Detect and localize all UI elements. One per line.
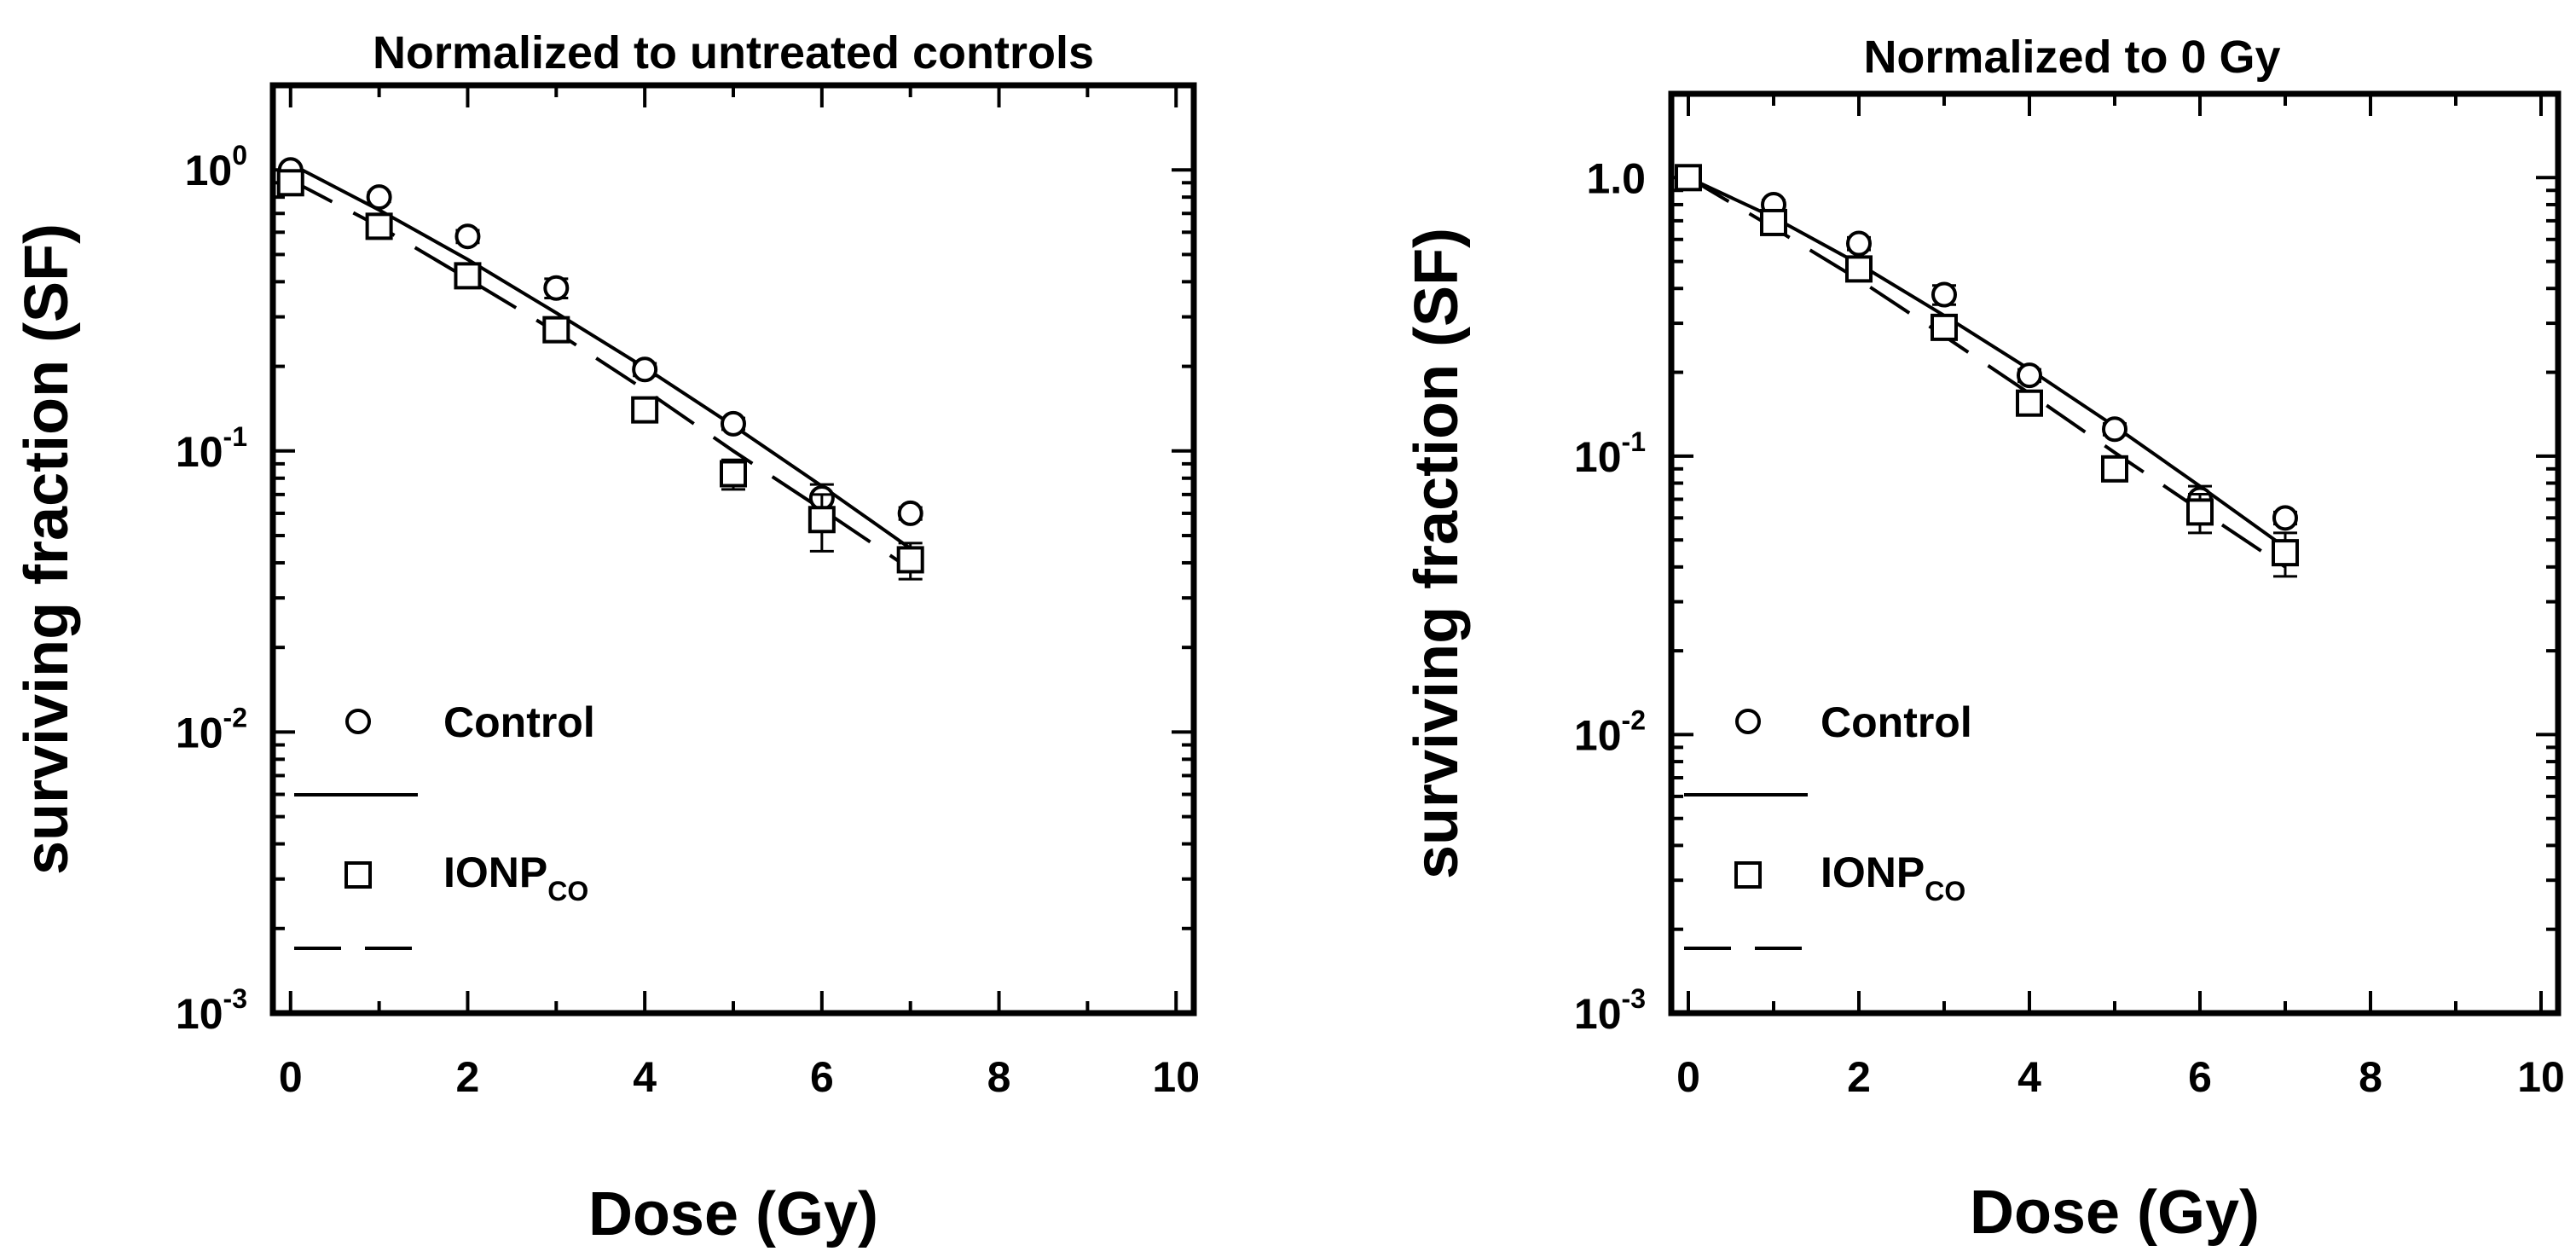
- y-tick-label: 1.0: [1586, 154, 1646, 202]
- data-point-control: [2272, 505, 2298, 531]
- legend-control-marker: [1735, 709, 1761, 734]
- legend-ionp-marker: [1734, 861, 1762, 889]
- data-point-control: [1931, 281, 1957, 308]
- legend-control-marker: [345, 709, 371, 734]
- y-tick-label-exponent: -2: [1622, 704, 1646, 735]
- y-tick-label-exponent: -1: [1622, 426, 1646, 457]
- x-tick-label: 10: [2517, 1053, 2565, 1101]
- x-tick-label: 8: [2359, 1053, 2382, 1101]
- data-point-control: [2102, 416, 2127, 443]
- fit-line-ionp: [289, 178, 912, 571]
- y-axis-label: surviving fraction (SF): [13, 223, 81, 875]
- x-tick-label: 8: [987, 1053, 1011, 1101]
- fit-line-control: [1687, 176, 2287, 549]
- legend-ionp-name: IONP: [443, 849, 547, 896]
- plot-frame: [1668, 90, 2562, 1017]
- y-tick-label-base: 10: [1574, 990, 1622, 1038]
- x-tick-label: 4: [2017, 1053, 2041, 1101]
- x-tick-label: 0: [279, 1053, 303, 1101]
- y-tick-label: 10-2: [176, 702, 247, 756]
- y-tick-label-base: 1.0: [1586, 154, 1646, 202]
- y-tick-label-base: 10: [176, 709, 223, 756]
- data-point-control: [1846, 230, 1872, 257]
- plot-frame: [269, 82, 1197, 1017]
- x-axis-label: Dose (Gy): [588, 1180, 878, 1248]
- y-tick-label: 10-3: [1574, 983, 1646, 1038]
- x-tick-label: 2: [456, 1053, 480, 1101]
- data-point-control: [632, 356, 658, 383]
- y-tick-label-exponent: -3: [223, 983, 247, 1014]
- chart-panel-right: Normalized to 0 Gy 1.0 10-1 10-2 10-3 0 2 4 6 8 10…: [1364, 0, 2576, 1257]
- chart-svg: Normalized to 0 Gy1.010-110-210-30 2 4 6 8 10…: [1403, 32, 2565, 1247]
- legend-ionp-label: IONPCO: [443, 849, 588, 907]
- y-tick-label: 10-3: [176, 983, 247, 1038]
- data-point-control: [366, 184, 392, 211]
- data-point-control: [454, 223, 481, 250]
- x-axis-label: Dose (Gy): [1970, 1179, 2260, 1247]
- y-tick-label: 100: [185, 140, 247, 194]
- data-point-ionp: [2016, 389, 2043, 417]
- data-point-ionp: [1931, 313, 1958, 341]
- legend: Control IONPCO: [294, 698, 595, 950]
- data-point-control: [543, 275, 570, 301]
- legend-ionp-label: IONPCO: [1821, 849, 1965, 907]
- data-point-ionp: [454, 262, 482, 290]
- data-point-ionp: [2186, 498, 2214, 526]
- y-tick-label-exponent: -1: [223, 421, 247, 452]
- chart-svg: Normalized to untreated controls10010-11…: [13, 27, 1200, 1248]
- y-tick-label-exponent: -2: [223, 702, 247, 733]
- data-point-ionp: [808, 506, 836, 534]
- x-tick-label: 4: [633, 1053, 657, 1101]
- chart-panel-left: Normalized to untreated controls 100 10-1 1…: [13, 27, 1200, 1248]
- fit-line-ionp: [1687, 176, 2287, 569]
- fit-line-control: [289, 162, 912, 550]
- data-point-ionp: [631, 396, 659, 424]
- data-point-control: [897, 500, 923, 526]
- data-point-ionp: [2272, 539, 2299, 567]
- y-tick-label: 10-2: [1574, 704, 1646, 759]
- legend-ionp-name: IONP: [1821, 849, 1925, 896]
- x-tick-label: 6: [2188, 1053, 2212, 1101]
- legend-ionp-subscript: CO: [547, 876, 588, 907]
- y-tick-label-base: 10: [1574, 711, 1622, 759]
- data-point-control: [721, 410, 746, 437]
- legend-ionp-marker: [344, 861, 372, 889]
- data-point-ionp: [1845, 255, 1873, 283]
- data-point-control: [2017, 362, 2042, 389]
- x-tick-label: 10: [1152, 1053, 1200, 1101]
- data-point-ionp: [896, 546, 924, 574]
- data-point-ionp: [2101, 455, 2128, 483]
- y-tick-label-base: 10: [1574, 433, 1622, 481]
- legend-control-label: Control: [443, 698, 595, 746]
- y-tick-label: 10-1: [176, 421, 247, 476]
- x-tick-label: 2: [1847, 1053, 1871, 1101]
- data-point-ionp: [542, 316, 570, 344]
- y-tick-label-base: 10: [185, 147, 233, 194]
- data-point-ionp: [365, 212, 393, 240]
- y-tick-label-exponent: -3: [1622, 983, 1646, 1014]
- data-point-ionp: [1675, 164, 1702, 192]
- data-point-ionp: [276, 169, 304, 197]
- chart-title: Normalized to untreated controls: [373, 27, 1094, 78]
- y-tick-label-base: 10: [176, 990, 223, 1038]
- legend-control-label: Control: [1821, 698, 1972, 746]
- chart-title: Normalized to 0 Gy: [1863, 32, 2280, 83]
- data-point-ionp: [1760, 208, 1787, 236]
- x-tick-label: 0: [1676, 1053, 1700, 1101]
- legend-ionp-subscript: CO: [1925, 876, 1965, 907]
- y-axis-label: surviving fraction (SF): [1403, 228, 1471, 879]
- y-tick-label: 10-1: [1574, 426, 1646, 481]
- y-tick-label-exponent: 0: [232, 140, 247, 171]
- legend: Control IONPCO: [1684, 698, 1972, 950]
- x-tick-label: 6: [810, 1053, 834, 1101]
- y-tick-label-base: 10: [176, 428, 223, 476]
- data-point-ionp: [720, 460, 747, 488]
